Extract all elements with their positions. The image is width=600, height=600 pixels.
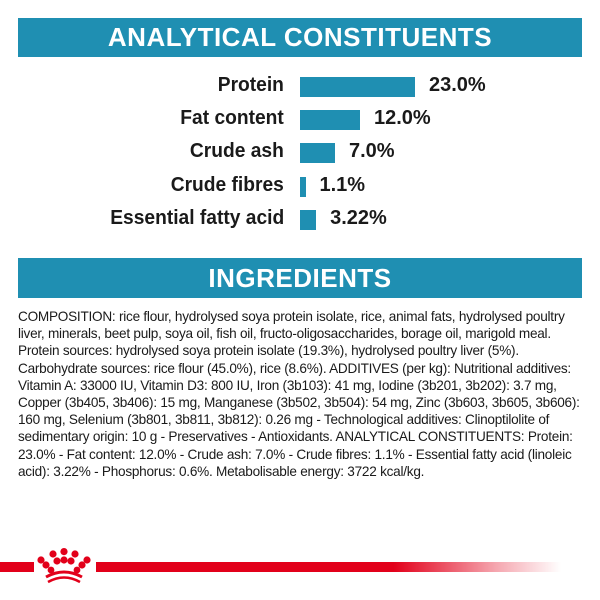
chart-category-label: Fat content	[180, 107, 284, 129]
chart-category-label: Crude fibres	[170, 174, 284, 196]
analytical-bar-chart: Protein 23.0% Fat content 12.0% Crude ash 7.0…	[0, 0, 600, 240]
chart-bar	[300, 143, 335, 163]
chart-category-label: Crude ash	[190, 140, 284, 162]
chart-value-label: 23.0%	[429, 74, 486, 96]
chart-row: Fat content 12.0%	[0, 107, 600, 130]
chart-bar	[300, 177, 306, 197]
chart-category-label: Essential fatty acid	[110, 207, 284, 229]
chart-bar	[300, 77, 415, 97]
crown-logo-icon	[37, 548, 91, 584]
red-line-main	[96, 562, 561, 572]
chart-value-label: 12.0%	[374, 107, 431, 129]
chart-value-label: 3.22%	[330, 207, 387, 229]
ingredients-title: INGREDIENTS	[208, 262, 392, 293]
chart-row: Crude fibres 1.1%	[0, 174, 600, 197]
red-line-left	[0, 562, 34, 572]
ingredients-text: COMPOSITION: rice flour, hydrolysed soya…	[18, 309, 580, 479]
chart-bar	[300, 110, 360, 130]
chart-bar	[300, 210, 317, 230]
ingredients-banner: INGREDIENTS	[18, 258, 582, 298]
chart-row: Protein 23.0%	[0, 74, 600, 97]
chart-row: Essential fatty acid 3.22%	[0, 207, 600, 230]
chart-value-label: 1.1%	[319, 174, 366, 196]
analytical-constituents-banner: ANALYTICAL CONSTITUENTS	[18, 18, 582, 57]
analytical-constituents-title: ANALYTICAL CONSTITUENTS	[107, 22, 493, 52]
brand-footer	[0, 545, 600, 590]
chart-row: Crude ash 7.0%	[0, 140, 600, 163]
chart-value-label: 7.0%	[349, 140, 395, 162]
chart-category-label: Protein	[217, 74, 284, 96]
